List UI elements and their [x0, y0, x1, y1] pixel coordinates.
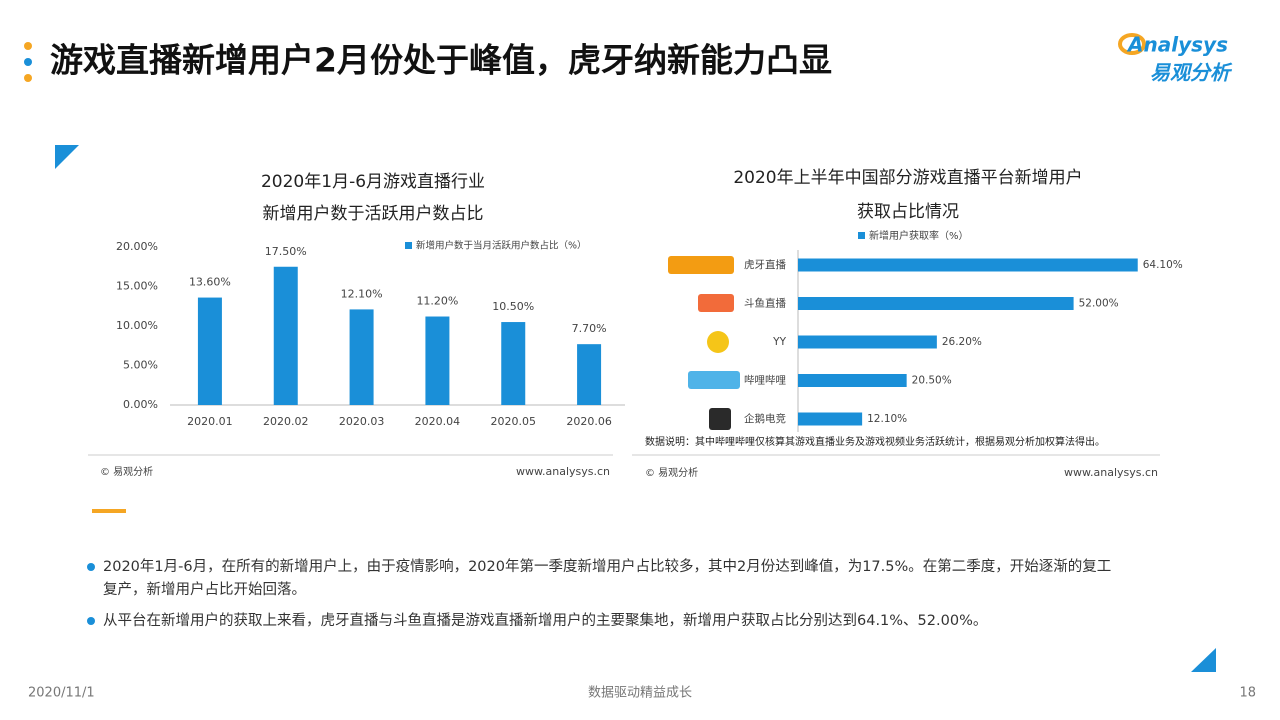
- bar: [798, 335, 937, 349]
- platform-logo: [688, 371, 740, 389]
- value-label: 12.10%: [867, 413, 907, 425]
- bar: [798, 258, 1138, 272]
- x-tick-label: 2020.04: [415, 415, 461, 428]
- bar: [577, 344, 602, 405]
- value-label: 13.60%: [189, 276, 231, 289]
- footer-date: 2020/11/1: [28, 686, 95, 701]
- dot: [24, 74, 32, 82]
- chart-title: 2020年上半年中国部分游戏直播平台新增用户: [733, 168, 1082, 188]
- platform-logo: [709, 408, 731, 430]
- value-label: 20.50%: [912, 375, 952, 387]
- category-label: 企鹅电竞: [744, 412, 786, 425]
- note: 数据说明：其中哔哩哔哩仅核算其游戏直播业务及游戏视频业务活跃统计，根据易观分析加…: [645, 435, 1105, 448]
- value-label: 7.70%: [572, 322, 607, 335]
- category-label: 斗鱼直播: [744, 297, 786, 310]
- x-tick-label: 2020.02: [263, 415, 309, 428]
- legend-swatch: [858, 232, 865, 239]
- footer-slogan: 数据驱动精益成长: [588, 686, 692, 701]
- bullet-dot: [87, 563, 95, 571]
- bullet-text: 从平台在新增用户的获取上来看，虎牙直播与斗鱼直播是游戏直播新增用户的主要聚集地，…: [103, 611, 987, 629]
- source: © 易观分析: [645, 466, 698, 479]
- bullet-text: 2020年1月-6月，在所有的新增用户上，由于疫情影响，2020年第一季度新增用…: [103, 557, 1111, 575]
- platform-logo: [668, 256, 734, 274]
- logo-sub: 易观分析: [1150, 61, 1233, 85]
- legend-swatch: [405, 242, 412, 249]
- accent-bar: [92, 509, 126, 513]
- legend-label: 新增用户获取率（%）: [869, 229, 969, 242]
- value-label: 11.20%: [416, 295, 458, 308]
- bar: [197, 297, 222, 405]
- bar: [349, 309, 374, 405]
- value-label: 26.20%: [942, 336, 982, 348]
- bar: [798, 374, 907, 387]
- dot: [24, 42, 32, 50]
- website: www.analysys.cn: [516, 465, 610, 478]
- category-label: 虎牙直播: [744, 258, 786, 271]
- value-label: 52.00%: [1079, 298, 1119, 310]
- bar: [425, 316, 450, 405]
- corner-mark: [55, 145, 79, 169]
- chart-title: 新增用户数于活跃用户数占比: [263, 204, 484, 224]
- value-label: 17.50%: [265, 245, 307, 258]
- category-label: YY: [772, 336, 786, 348]
- platform-logo: [707, 331, 729, 353]
- source: © 易观分析: [100, 465, 153, 478]
- category-label: 哔哩哔哩: [744, 374, 786, 387]
- dot: [24, 58, 32, 66]
- chart-title: 获取占比情况: [857, 202, 959, 222]
- corner-mark: [1191, 648, 1216, 672]
- logo-mark: [1118, 33, 1146, 55]
- bullet-text: 复产，新增用户占比开始回落。: [103, 580, 306, 598]
- y-tick-label: 15.00%: [116, 280, 158, 293]
- bar: [273, 266, 298, 405]
- bar: [501, 322, 526, 405]
- value-label: 12.10%: [341, 287, 383, 300]
- y-tick-label: 10.00%: [116, 319, 158, 332]
- website: www.analysys.cn: [1064, 466, 1158, 479]
- value-label: 10.50%: [492, 300, 534, 313]
- x-tick-label: 2020.03: [339, 415, 385, 428]
- logo-text: Analysys: [1126, 33, 1228, 57]
- chart-title: 2020年1月-6月游戏直播行业: [261, 172, 485, 192]
- bar: [798, 412, 863, 426]
- slide-title: 游戏直播新增用户2月份处于峰值，虎牙纳新能力凸显: [50, 41, 832, 80]
- x-tick-label: 2020.06: [566, 415, 612, 428]
- bar: [798, 297, 1074, 310]
- value-label: 64.10%: [1143, 259, 1183, 271]
- legend-label: 新增用户数于当月活跃用户数占比（%）: [416, 240, 587, 252]
- y-tick-label: 20.00%: [116, 240, 158, 253]
- platform-logo: [698, 294, 734, 312]
- x-tick-label: 2020.01: [187, 415, 233, 428]
- bullet-dot: [87, 617, 95, 625]
- y-tick-label: 0.00%: [123, 398, 158, 411]
- y-tick-label: 5.00%: [123, 359, 158, 372]
- x-tick-label: 2020.05: [491, 415, 537, 428]
- page-number: 18: [1239, 686, 1256, 701]
